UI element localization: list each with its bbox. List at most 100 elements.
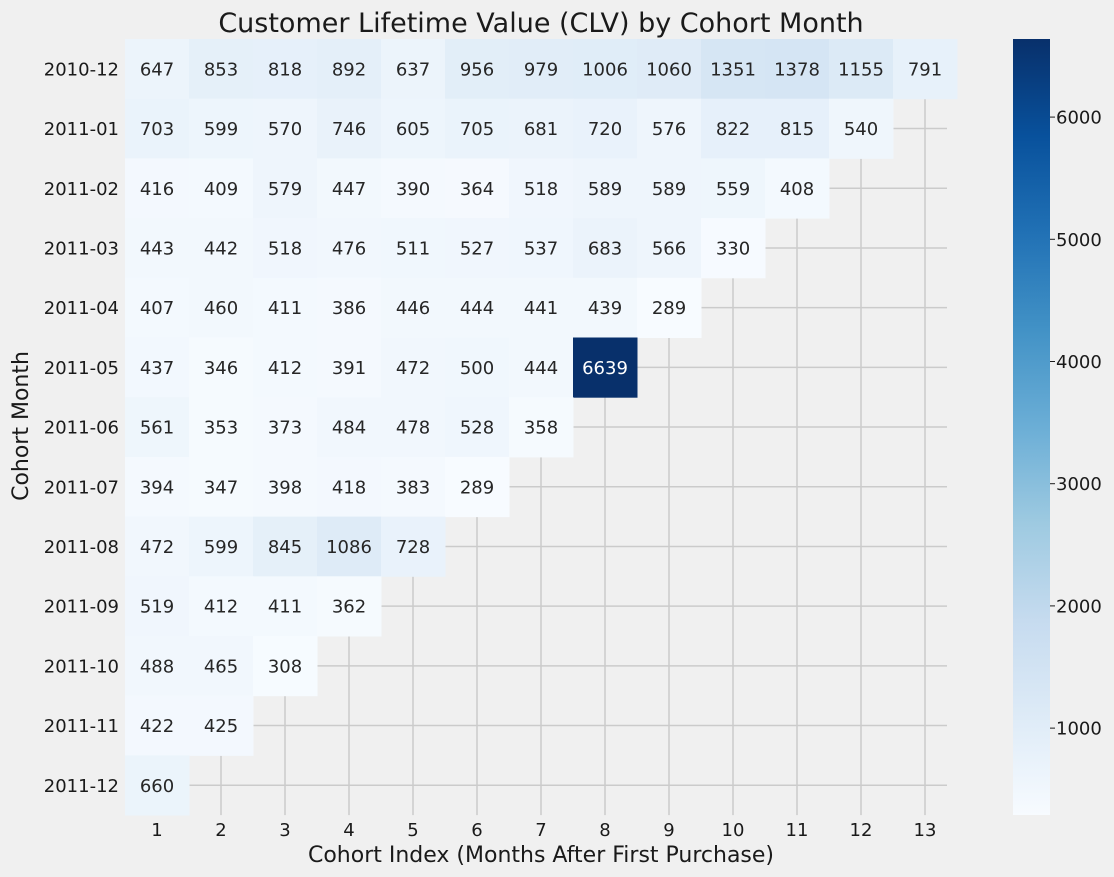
cell-value-label: 347 bbox=[204, 477, 238, 498]
heatmap-cell bbox=[189, 516, 254, 577]
heatmap-cell bbox=[573, 39, 638, 100]
heatmap-cell bbox=[189, 397, 254, 458]
x-tick-labels: 1 2 3 4 5 6 7 8 9 10 11 12 13 bbox=[151, 820, 936, 841]
heatmap-cell bbox=[445, 337, 510, 398]
colorbar-ticks: 1000 2000 3000 4000 5000 6000 bbox=[1050, 108, 1102, 740]
heatmap-cell bbox=[445, 456, 510, 518]
cell-value-label: 705 bbox=[460, 119, 494, 140]
cell-value-label: 390 bbox=[396, 179, 430, 200]
heatmap-cell bbox=[637, 39, 702, 100]
cell-value-label: 364 bbox=[460, 179, 494, 200]
heatmap-cell bbox=[189, 218, 254, 279]
heatmap-cell bbox=[317, 98, 382, 159]
cell-value-label: 956 bbox=[460, 59, 494, 80]
cell-value-label: 540 bbox=[844, 119, 878, 140]
cell-value-label: 346 bbox=[204, 358, 238, 379]
heatmap-cell bbox=[637, 277, 702, 338]
cell-value-label: 411 bbox=[268, 597, 302, 618]
x-tick-label: 3 bbox=[279, 820, 290, 841]
heatmap-cell bbox=[125, 39, 190, 100]
heatmap-cell bbox=[189, 158, 254, 219]
cell-value-label: 386 bbox=[332, 298, 366, 319]
heatmap-cell bbox=[573, 337, 638, 398]
heatmap-cell bbox=[573, 277, 638, 338]
heatmap-cell bbox=[125, 158, 190, 219]
cell-value-label: 1351 bbox=[710, 59, 756, 80]
cell-value-label: 518 bbox=[268, 238, 302, 259]
heatmap-cell bbox=[189, 337, 254, 398]
heatmap-cell bbox=[509, 397, 574, 458]
heatmap-cell bbox=[509, 277, 574, 338]
x-tick-label: 5 bbox=[407, 820, 418, 841]
cell-value-label: 358 bbox=[524, 418, 558, 439]
x-tick-label: 6 bbox=[471, 820, 482, 841]
cell-value-label: 605 bbox=[396, 119, 430, 140]
heatmap-cell bbox=[253, 98, 318, 159]
heatmap-cell bbox=[317, 277, 382, 338]
cell-value-label: 289 bbox=[652, 298, 686, 319]
heatmap-cell bbox=[573, 158, 638, 219]
cell-value-label: 412 bbox=[204, 597, 238, 618]
cell-value-label: 599 bbox=[204, 537, 238, 558]
heatmap-cell bbox=[381, 39, 446, 100]
cell-value-label: 425 bbox=[204, 716, 238, 737]
cell-value-label: 460 bbox=[204, 298, 238, 319]
cell-value-label: 561 bbox=[140, 418, 174, 439]
cell-value-label: 409 bbox=[204, 179, 238, 200]
cell-value-label: 566 bbox=[652, 238, 686, 259]
x-tick-label: 10 bbox=[722, 820, 745, 841]
x-tick-label: 2 bbox=[215, 820, 226, 841]
y-tick-label: 2011-01 bbox=[44, 119, 119, 140]
cell-value-label: 537 bbox=[524, 238, 558, 259]
chart-title: Customer Lifetime Value (CLV) by Cohort … bbox=[218, 8, 863, 39]
heatmap-cell bbox=[317, 576, 382, 637]
heatmap-cell bbox=[701, 218, 766, 279]
y-tick-label: 2011-12 bbox=[44, 776, 119, 797]
heatmap-cell bbox=[637, 98, 702, 159]
heatmap-cell bbox=[637, 158, 702, 219]
cell-value-label: 818 bbox=[268, 59, 302, 80]
heatmap-cell bbox=[701, 39, 766, 100]
y-tick-label: 2011-06 bbox=[44, 418, 119, 439]
cell-value-label: 478 bbox=[396, 418, 430, 439]
heatmap-cell bbox=[317, 456, 382, 518]
heatmap-cell bbox=[509, 39, 574, 100]
heatmap-cell bbox=[829, 98, 894, 159]
cell-value-label: 527 bbox=[460, 238, 494, 259]
x-tick-label: 4 bbox=[343, 820, 354, 841]
cell-value-label: 637 bbox=[396, 59, 430, 80]
heatmap-cell bbox=[125, 576, 190, 637]
cell-value-label: 576 bbox=[652, 119, 686, 140]
heatmap-cell bbox=[445, 218, 510, 279]
y-tick-label: 2011-04 bbox=[44, 298, 119, 319]
heatmap-cell bbox=[573, 98, 638, 159]
cell-value-label: 500 bbox=[460, 358, 494, 379]
heatmap-cell bbox=[381, 277, 446, 338]
heatmap-cell bbox=[381, 218, 446, 279]
heatmap-cell bbox=[189, 636, 254, 697]
heatmap-cell bbox=[253, 397, 318, 458]
x-tick-label: 11 bbox=[786, 820, 809, 841]
cell-value-label: 1086 bbox=[326, 537, 372, 558]
cell-value-label: 484 bbox=[332, 418, 366, 439]
cell-value-label: 472 bbox=[140, 537, 174, 558]
heatmap-cell bbox=[253, 456, 318, 518]
cell-value-label: 441 bbox=[524, 298, 558, 319]
heatmap-cell bbox=[317, 39, 382, 100]
y-tick-label: 2011-07 bbox=[44, 477, 119, 498]
cell-value-label: 353 bbox=[204, 418, 238, 439]
heatmap-cell bbox=[253, 516, 318, 577]
heatmap-cell bbox=[253, 277, 318, 338]
heatmap-cell bbox=[125, 516, 190, 577]
heatmap-cell bbox=[189, 98, 254, 159]
heatmap-cell bbox=[509, 98, 574, 159]
cell-value-label: 373 bbox=[268, 418, 302, 439]
y-tick-label: 2011-09 bbox=[44, 597, 119, 618]
heatmap-cell bbox=[445, 397, 510, 458]
heatmap-cell bbox=[317, 516, 382, 577]
cell-value-label: 746 bbox=[332, 119, 366, 140]
cell-value-label: 362 bbox=[332, 597, 366, 618]
heatmap-cell bbox=[125, 636, 190, 697]
heatmap-cell bbox=[445, 98, 510, 159]
y-tick-label: 2011-08 bbox=[44, 537, 119, 558]
